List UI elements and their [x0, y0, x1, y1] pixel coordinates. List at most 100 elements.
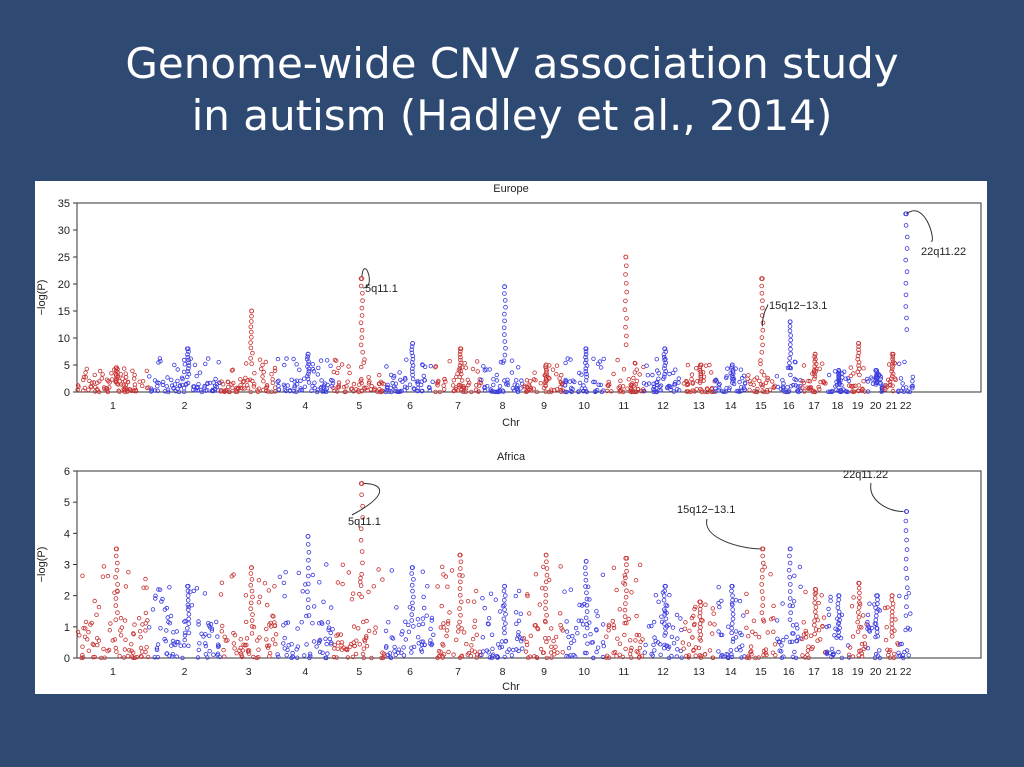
data-point [175, 367, 180, 372]
data-point [100, 574, 106, 579]
data-point [502, 332, 507, 337]
data-point [684, 653, 689, 659]
data-point [527, 611, 532, 616]
data-point [666, 622, 672, 627]
data-point [622, 607, 628, 613]
data-point [326, 625, 332, 630]
data-point [305, 605, 311, 610]
peak-point [583, 558, 589, 564]
data-point [81, 388, 86, 393]
data-point [537, 602, 542, 607]
data-point [180, 655, 185, 661]
data-point [815, 618, 820, 623]
data-point [604, 655, 609, 660]
data-point [856, 366, 862, 372]
data-point [645, 372, 651, 378]
data-point [587, 597, 592, 602]
data-point [447, 610, 452, 615]
data-point [779, 655, 785, 660]
data-point [470, 636, 476, 642]
data-point [812, 591, 818, 597]
data-point [416, 641, 421, 646]
data-point [230, 385, 235, 390]
data-point [400, 629, 405, 634]
data-point [457, 655, 463, 660]
data-point [207, 380, 213, 386]
chr-tick-label: 7 [455, 400, 461, 412]
data-point [295, 644, 301, 649]
data-point [780, 384, 786, 389]
data-point [509, 653, 515, 658]
data-point [179, 382, 185, 388]
data-point [889, 621, 895, 627]
data-point [316, 365, 321, 371]
data-point [620, 384, 626, 389]
data-point [729, 630, 734, 636]
data-point [196, 382, 201, 387]
data-point [411, 644, 417, 650]
data-point [215, 634, 220, 639]
data-point [171, 630, 176, 635]
peak-point [305, 351, 311, 357]
data-point [306, 359, 311, 364]
data-point [86, 629, 91, 635]
data-point [807, 378, 813, 384]
data-point [167, 585, 172, 590]
data-point [422, 605, 427, 611]
data-point [409, 360, 415, 365]
data-point [771, 385, 777, 390]
data-point [369, 383, 374, 389]
data-point [818, 637, 823, 642]
data-point [495, 642, 501, 647]
data-point [791, 599, 797, 604]
data-point [576, 389, 581, 394]
data-point [383, 645, 389, 650]
data-point [739, 384, 744, 390]
data-point [185, 380, 191, 386]
data-point [314, 644, 319, 649]
data-point [611, 565, 617, 570]
chr-tick-label: 14 [725, 666, 737, 678]
data-point [516, 588, 522, 594]
data-point [376, 567, 381, 572]
data-point [617, 607, 622, 612]
data-point [780, 377, 785, 383]
data-point [349, 597, 355, 602]
data-point [359, 594, 364, 600]
chr-tick-label: 13 [693, 400, 705, 412]
data-point [515, 389, 521, 395]
chr-tick-label: 21 [886, 400, 898, 412]
data-point [91, 380, 97, 385]
data-point [457, 586, 463, 591]
annotation-leader [361, 268, 370, 289]
data-point [781, 637, 786, 643]
data-point [409, 582, 415, 588]
data-point [806, 378, 811, 384]
data-point [472, 618, 478, 623]
data-point [249, 618, 255, 623]
data-point [160, 596, 165, 602]
data-point [360, 560, 365, 566]
chr-tick-label: 2 [182, 666, 188, 678]
data-point [856, 614, 862, 620]
data-point [663, 630, 668, 636]
data-point [513, 610, 519, 615]
data-point [604, 634, 609, 639]
y-tick-label: 3 [64, 560, 70, 572]
data-point [904, 246, 910, 251]
data-point [690, 388, 695, 393]
data-point [233, 389, 238, 394]
data-point [716, 649, 721, 654]
annotation-label: 22q11.22 [843, 469, 888, 481]
data-point [846, 378, 852, 384]
data-point [591, 655, 596, 661]
data-point [83, 370, 88, 375]
data-point [328, 363, 333, 368]
data-point [444, 628, 450, 633]
data-point [249, 631, 255, 636]
data-point [501, 588, 507, 594]
data-point [95, 636, 100, 641]
data-point [751, 382, 756, 387]
data-point [676, 376, 681, 381]
data-point [345, 379, 350, 384]
